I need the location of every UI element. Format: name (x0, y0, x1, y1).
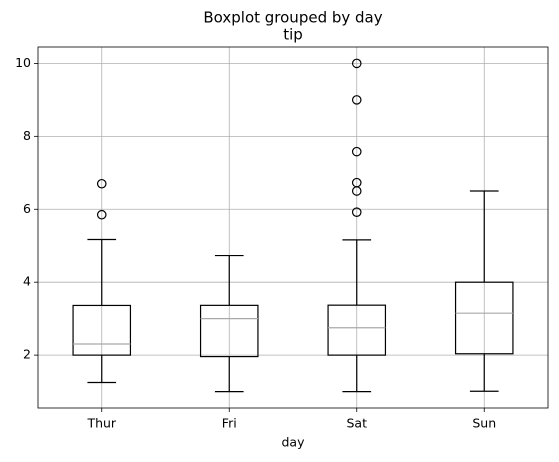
box (72, 304, 132, 356)
box (199, 304, 259, 358)
outlier (96, 178, 107, 189)
x-axis-label: day (282, 435, 306, 450)
outlier (96, 209, 107, 220)
plot-frame (37, 46, 549, 409)
chart-title: tip (283, 26, 303, 44)
y-tick-label: 4 (23, 274, 31, 289)
x-tick-label: Thur (86, 416, 116, 431)
outlier (351, 58, 362, 69)
y-tick-label: 2 (23, 347, 31, 362)
x-tick-label: Sat (347, 416, 368, 431)
y-tick-label: 10 (15, 55, 31, 70)
outlier (351, 95, 362, 105)
box (327, 304, 387, 356)
x-tick-label: Sun (472, 416, 496, 431)
outlier (351, 177, 362, 188)
x-tick-label: Fri (222, 416, 237, 431)
outlier (351, 146, 362, 157)
y-tick-label: 6 (23, 201, 31, 216)
y-tick-label: 8 (23, 128, 31, 143)
outlier (351, 207, 362, 217)
box (454, 281, 514, 355)
chart-suptitle: Boxplot grouped by day (203, 9, 382, 27)
